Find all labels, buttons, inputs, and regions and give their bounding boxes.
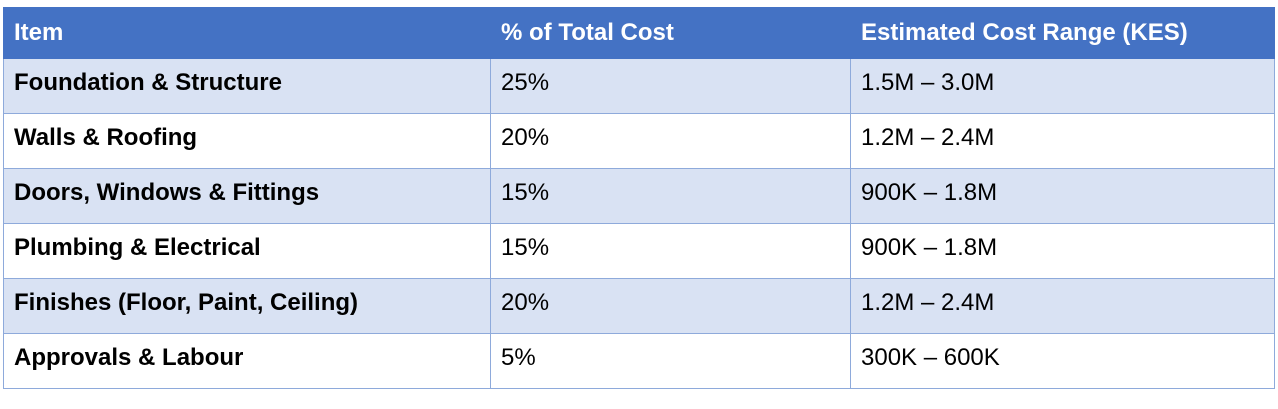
header-cell: % of Total Cost	[490, 7, 851, 59]
data-cell: 1.5M – 3.0M	[850, 58, 1275, 114]
header-cell: Item	[3, 7, 491, 59]
header-row: Item% of Total Cost Estimated Cost Range …	[3, 7, 1275, 59]
table-row: Plumbing & Electrical 15% 900K – 1.8M	[3, 223, 1275, 279]
table-row: Doors, Windows & Fittings 15% 900K – 1.8M	[3, 168, 1275, 224]
item-cell: Finishes (Floor, Paint, Ceiling)	[3, 278, 491, 334]
item-cell: Plumbing & Electrical	[3, 223, 491, 279]
data-cell: 15%	[490, 168, 851, 224]
data-cell: 20%	[490, 113, 851, 169]
data-cell: 20%	[490, 278, 851, 334]
data-cell: 5%	[490, 333, 851, 389]
item-cell: Doors, Windows & Fittings	[3, 168, 491, 224]
table-container: Item% of Total Cost Estimated Cost Range …	[3, 7, 1275, 389]
item-cell: Walls & Roofing	[3, 113, 491, 169]
data-cell: 25%	[490, 58, 851, 114]
table-row: Finishes (Floor, Paint, Ceiling) 20% 1.2M …	[3, 278, 1275, 334]
table-row: Foundation & Structure 25% 1.5M – 3.0M	[3, 58, 1275, 114]
header-cell: Estimated Cost Range (KES)	[850, 7, 1275, 59]
table-row: Walls & Roofing 20% 1.2M – 2.4M	[3, 113, 1275, 169]
item-cell: Foundation & Structure	[3, 58, 491, 114]
table-row: Approvals & Labour 5% 300K – 600K	[3, 333, 1275, 389]
data-cell: 900K – 1.8M	[850, 223, 1275, 279]
data-cell: 1.2M – 2.4M	[850, 278, 1275, 334]
table-body: Foundation & Structure 25% 1.5M – 3.0M Wall…	[3, 58, 1275, 389]
item-cell: Approvals & Labour	[3, 333, 491, 389]
cost-table: Item% of Total Cost Estimated Cost Range …	[3, 7, 1275, 389]
table-header: Item% of Total Cost Estimated Cost Range …	[3, 7, 1275, 59]
data-cell: 1.2M – 2.4M	[850, 113, 1275, 169]
data-cell: 900K – 1.8M	[850, 168, 1275, 224]
data-cell: 15%	[490, 223, 851, 279]
data-cell: 300K – 600K	[850, 333, 1275, 389]
